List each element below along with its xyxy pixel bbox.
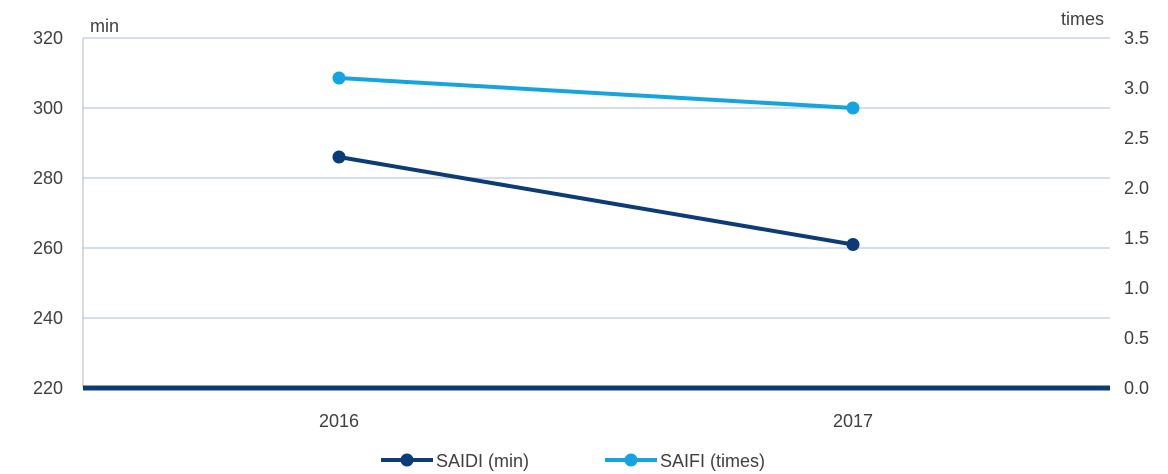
left-axis-unit: min bbox=[90, 16, 119, 36]
right-tick-label: 1.5 bbox=[1124, 228, 1149, 248]
legend-item-saifi: SAIFI (times) bbox=[605, 451, 765, 471]
data-point-saifi bbox=[332, 71, 346, 85]
right-tick-label: 0.0 bbox=[1124, 378, 1149, 398]
data-point-saidi bbox=[846, 238, 860, 251]
legend-marker-saifi bbox=[624, 453, 638, 467]
gridlines bbox=[83, 37, 1110, 319]
left-tick-label: 320 bbox=[33, 28, 63, 48]
left-tick-label: 300 bbox=[33, 98, 63, 118]
x-tick-label: 2016 bbox=[319, 411, 359, 431]
right-tick-label: 0.5 bbox=[1124, 328, 1149, 348]
data-point-saifi bbox=[846, 101, 860, 115]
x-tick-label: 2017 bbox=[833, 411, 873, 431]
right-axis-ticks: 3.5 3.0 2.5 2.0 1.5 1.0 0.5 0.0 bbox=[1124, 28, 1149, 398]
legend: SAIDI (min) SAIFI (times) bbox=[381, 451, 765, 471]
right-tick-label: 2.0 bbox=[1124, 178, 1149, 198]
right-tick-label: 3.5 bbox=[1124, 28, 1149, 48]
left-tick-label: 280 bbox=[33, 168, 63, 188]
legend-label-saifi: SAIFI (times) bbox=[660, 451, 765, 471]
legend-marker-saidi bbox=[400, 453, 414, 467]
series-layer bbox=[332, 71, 860, 251]
data-point-saidi bbox=[332, 150, 346, 164]
left-axis-ticks: 320 300 280 260 240 220 bbox=[33, 28, 63, 398]
left-tick-label: 240 bbox=[33, 308, 63, 328]
x-axis-ticks: 2016 2017 bbox=[319, 411, 873, 431]
left-tick-label: 220 bbox=[33, 378, 63, 398]
series-line-saifi bbox=[338, 76, 854, 110]
legend-label-saidi: SAIDI (min) bbox=[436, 451, 529, 471]
left-tick-label: 260 bbox=[33, 238, 63, 258]
right-axis-unit: times bbox=[1061, 9, 1104, 29]
right-tick-label: 1.0 bbox=[1124, 278, 1149, 298]
right-tick-label: 3.0 bbox=[1124, 78, 1149, 98]
right-tick-label: 2.5 bbox=[1124, 128, 1149, 148]
legend-item-saidi: SAIDI (min) bbox=[381, 451, 529, 471]
series-line-saidi bbox=[338, 155, 854, 247]
